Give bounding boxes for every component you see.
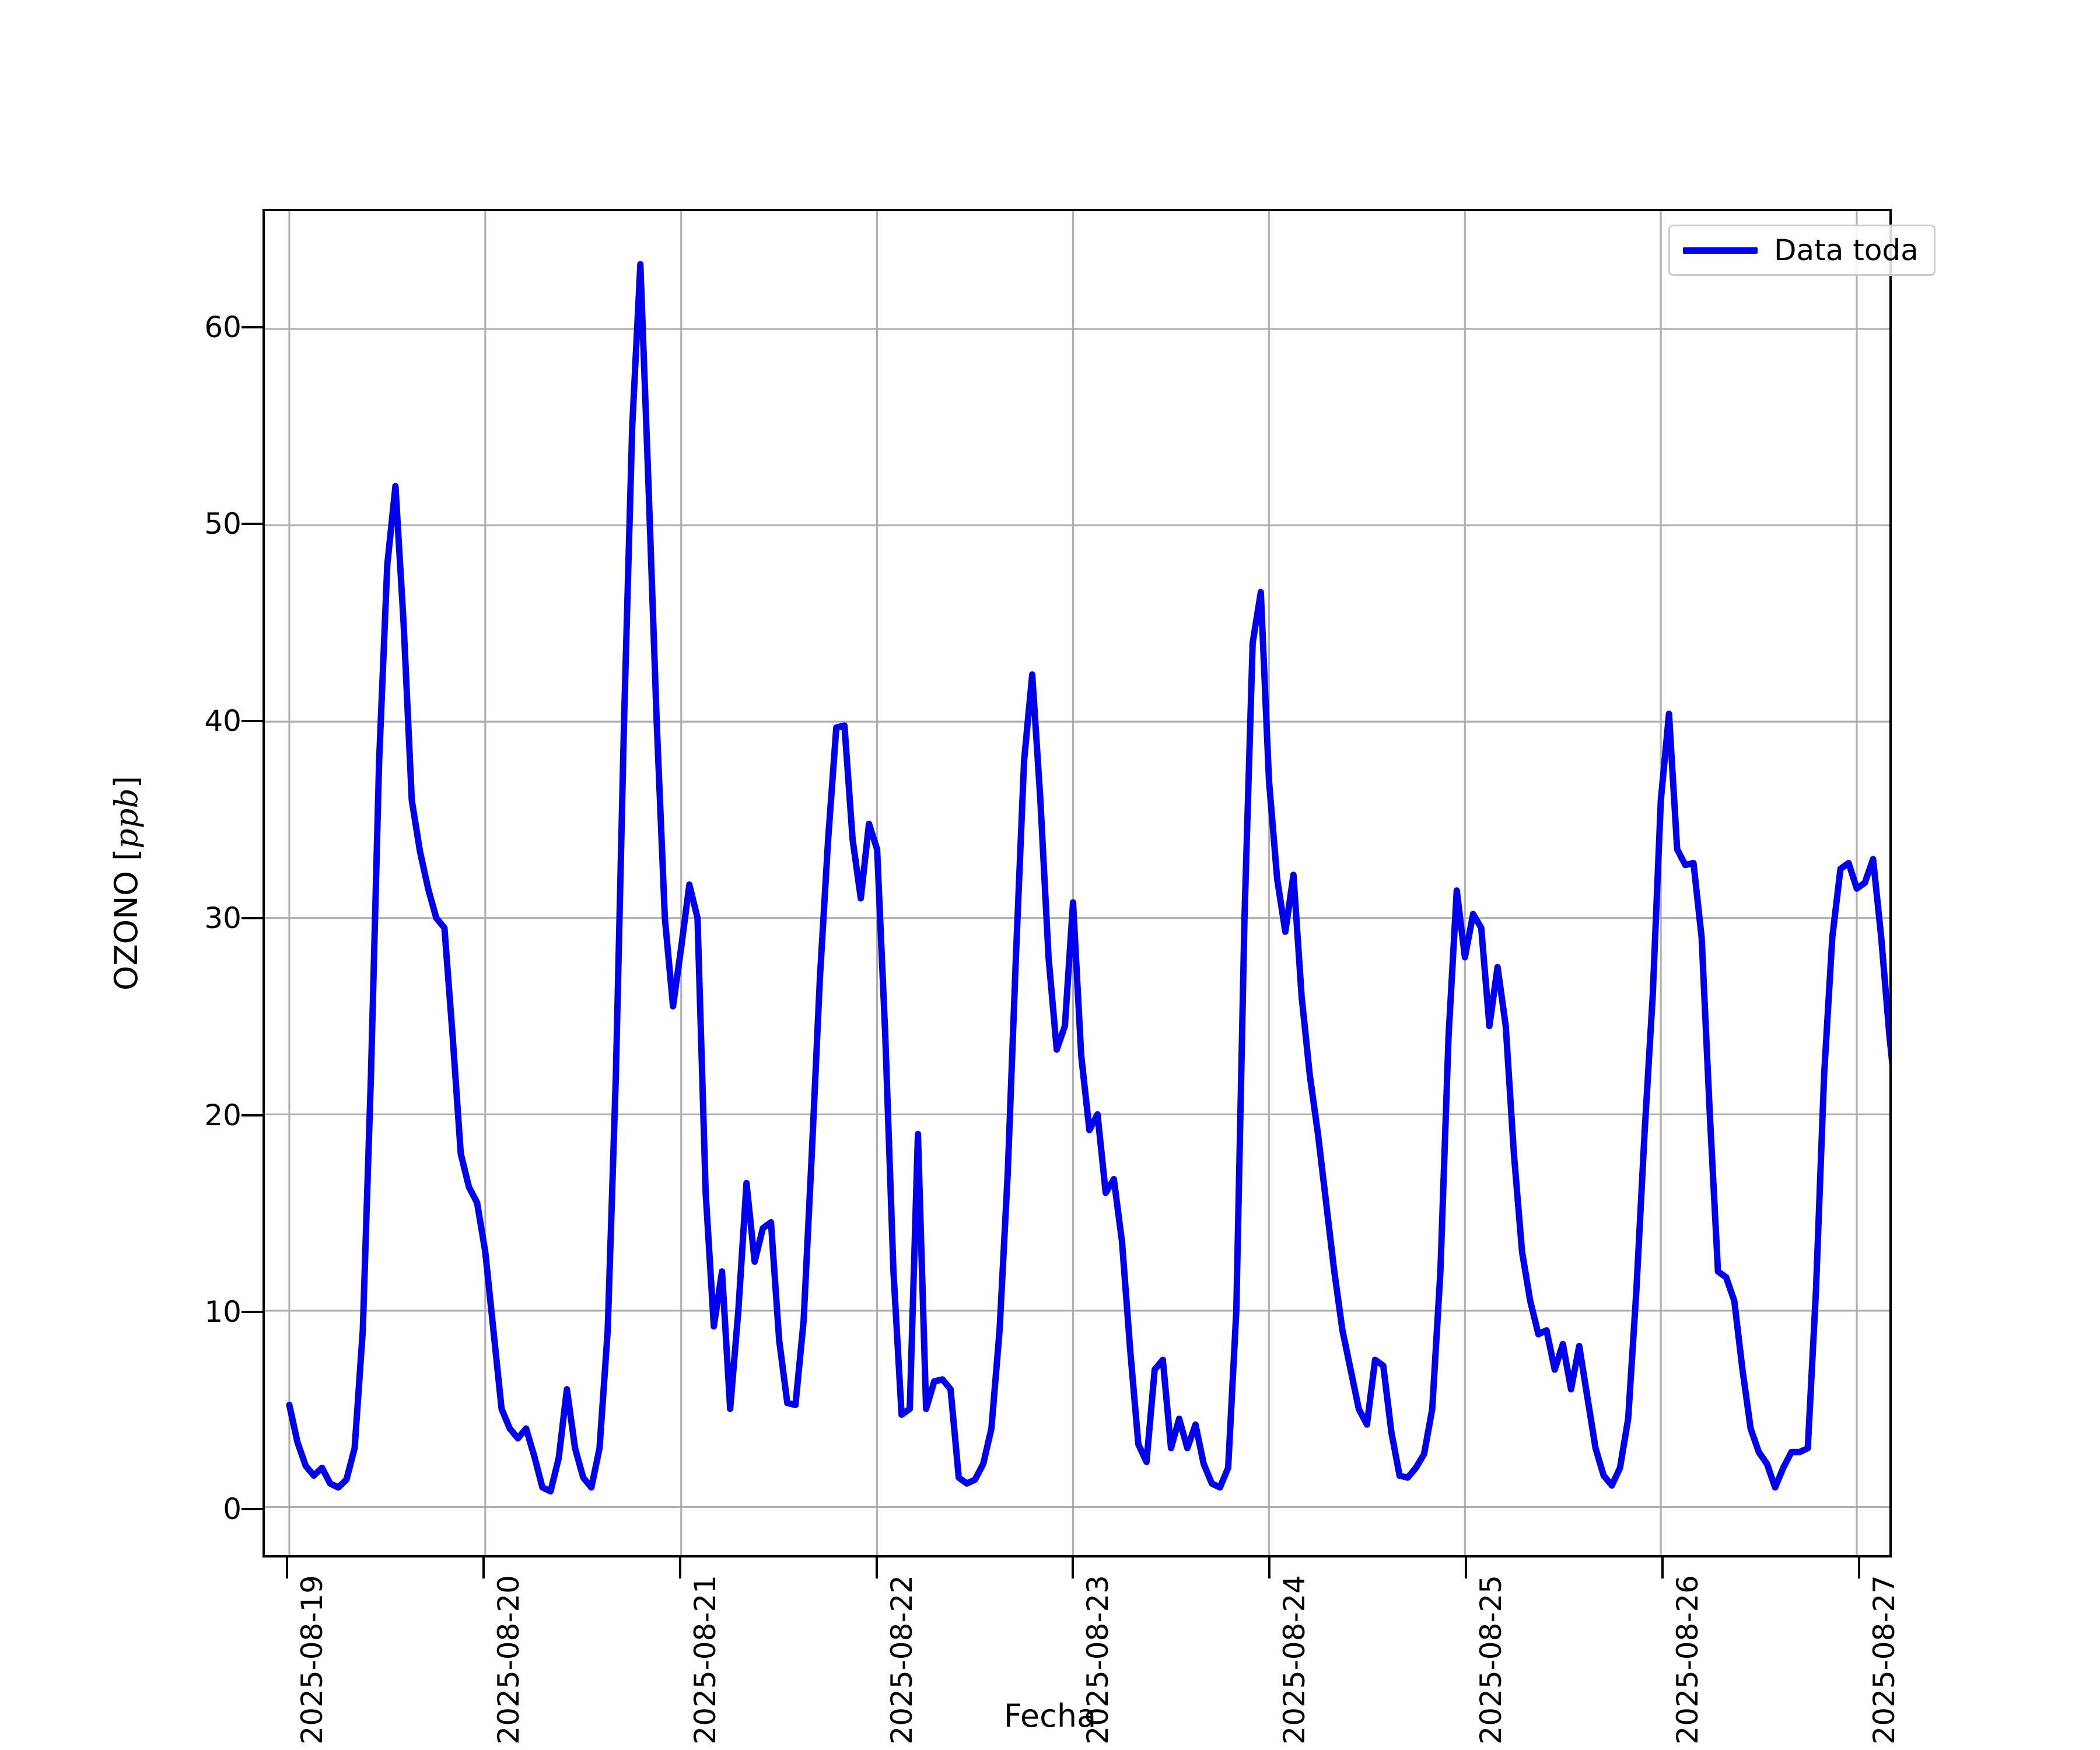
x-axis-title: Fecha (1003, 1698, 1097, 1734)
y-axis-title-unit: ppb (108, 788, 145, 849)
y-tick-mark (242, 1114, 262, 1116)
y-tick-label-10: 10 (204, 1295, 242, 1329)
y-tick-label-40: 40 (204, 704, 242, 738)
y-tick-mark (242, 326, 262, 328)
y-axis-title-suffix: ] (108, 776, 145, 789)
series-path-data-toda (286, 261, 1889, 1495)
x-tick-mark (1857, 1558, 1860, 1578)
y-tick-label-0: 0 (223, 1492, 242, 1527)
legend-line-swatch (1683, 247, 1758, 254)
data-series-line (286, 261, 1889, 1495)
legend[interactable]: Data toda (1668, 225, 1936, 276)
y-tick-label-50: 50 (204, 507, 242, 541)
y-tick-mark (242, 720, 262, 723)
x-tick-mark (678, 1558, 681, 1578)
x-tick-mark (1268, 1558, 1271, 1578)
x-tick-mark (1465, 1558, 1468, 1578)
x-tick-mark (1072, 1558, 1074, 1578)
y-tick-label-30: 30 (204, 901, 242, 935)
y-axis-title: OZONO [ppb] (108, 776, 145, 991)
plot-area (262, 209, 1892, 1558)
y-axis-title-prefix: OZONO [ (108, 848, 145, 991)
y-tick-label-60: 60 (204, 310, 242, 344)
x-tick-mark (1661, 1558, 1664, 1578)
y-tick-mark (242, 1311, 262, 1314)
x-tick-mark (286, 1558, 289, 1578)
y-tick-mark (242, 1508, 262, 1511)
legend-label: Data toda (1774, 233, 1919, 267)
grid-lines (265, 211, 1889, 1555)
x-tick-mark (875, 1558, 878, 1578)
y-tick-mark (242, 916, 262, 919)
y-tick-mark (242, 523, 262, 526)
y-tick-label-20: 20 (204, 1098, 242, 1132)
x-tick-mark (482, 1558, 485, 1578)
